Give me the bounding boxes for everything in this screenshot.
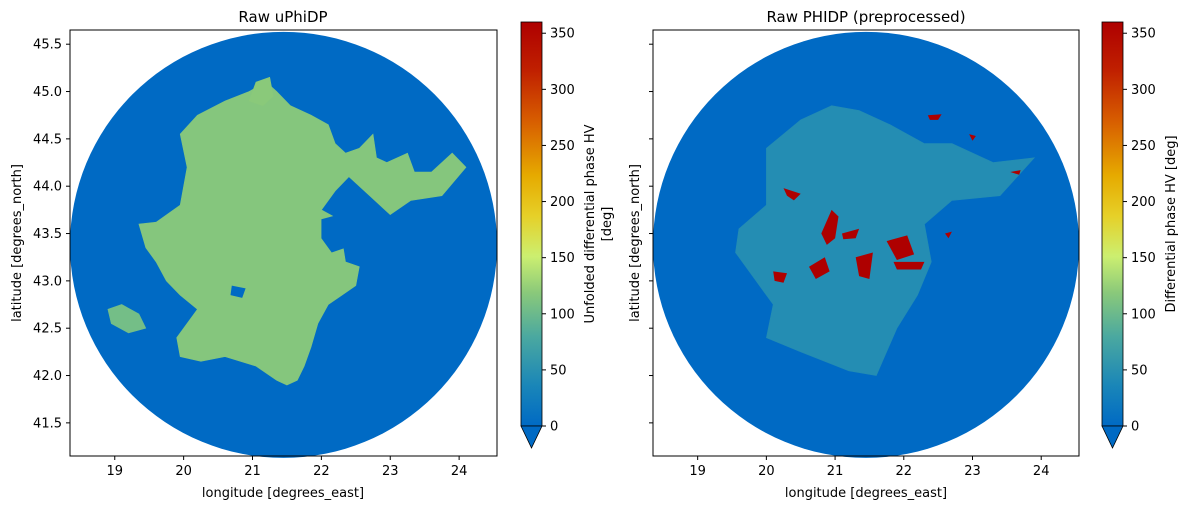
hot-spot bbox=[969, 134, 976, 141]
x-tick-label: 21 bbox=[827, 464, 844, 479]
colorbar-label: Differential phase HV [deg] bbox=[1164, 135, 1179, 312]
plot-frame bbox=[69, 29, 498, 457]
x-tick-label: 22 bbox=[313, 464, 330, 479]
colorbar-tick-label: 0 bbox=[550, 420, 558, 435]
hot-spot bbox=[1010, 170, 1021, 175]
colorbar-gradient bbox=[520, 21, 543, 427]
hot-spot bbox=[945, 231, 952, 239]
colorbar-ticks: 0 50 100 150 200 250 300 350 bbox=[1123, 27, 1156, 435]
hot-spot bbox=[886, 235, 915, 260]
x-axis-label: longitude [degrees_east] bbox=[785, 486, 947, 501]
echo-region-west-fragment bbox=[107, 304, 147, 334]
colorbar-tick-label: 100 bbox=[550, 307, 575, 322]
y-axis bbox=[649, 43, 653, 424]
y-tick-label: 42.0 bbox=[33, 369, 62, 384]
colorbar-label-line2: [deg] bbox=[600, 207, 615, 242]
colorbar-tick-label: 350 bbox=[1131, 27, 1156, 42]
y-tick-label: 43.0 bbox=[33, 274, 62, 289]
plot-frame bbox=[652, 29, 1080, 457]
colorbar-tick-label: 100 bbox=[1131, 307, 1156, 322]
colorbar-tick-label: 350 bbox=[550, 27, 575, 42]
x-tick-label: 23 bbox=[964, 464, 981, 479]
colorbar-gradient bbox=[1101, 21, 1124, 427]
colorbar-ticks: 0 50 100 150 200 250 300 350 bbox=[542, 27, 575, 435]
echo-gap bbox=[230, 285, 246, 298]
y-tick-label: 41.5 bbox=[33, 416, 62, 431]
colorbar-tick-label: 50 bbox=[550, 363, 567, 378]
hot-spot bbox=[855, 252, 873, 279]
hot-spot bbox=[773, 271, 787, 283]
y-axis-label: latitude [degrees_north] bbox=[628, 164, 643, 322]
x-tick-label: 23 bbox=[382, 464, 399, 479]
echo-region-main-echo bbox=[138, 81, 467, 386]
panel-right: Raw PHIDP (preprocessed) 19 20 21 22 23 24 lo… bbox=[628, 8, 1179, 501]
chart-title: Raw PHIDP (preprocessed) bbox=[766, 8, 965, 26]
colorbar: 0 50 100 150 200 250 300 350 Unfolded different… bbox=[520, 21, 615, 449]
hot-spot bbox=[842, 228, 860, 240]
x-axis: 19 20 21 22 23 24 bbox=[106, 456, 467, 479]
hot-spot bbox=[809, 257, 830, 279]
x-tick-label: 19 bbox=[106, 464, 123, 479]
colorbar-tick-label: 0 bbox=[1131, 420, 1139, 435]
plot-area bbox=[653, 31, 1079, 458]
echo-region-north-plume bbox=[248, 76, 274, 107]
y-tick-label: 44.0 bbox=[33, 180, 62, 195]
colorbar-tick-label: 250 bbox=[550, 139, 575, 154]
chart-title: Raw uPhiDP bbox=[238, 8, 327, 26]
colorbar-tick-label: 250 bbox=[1131, 139, 1156, 154]
colorbar-extend-min bbox=[520, 425, 543, 449]
colorbar-tick-label: 300 bbox=[550, 83, 575, 98]
plot-area bbox=[70, 31, 497, 458]
y-tick-label: 45.0 bbox=[33, 85, 62, 100]
colorbar-tick-label: 200 bbox=[1131, 195, 1156, 210]
x-tick-label: 21 bbox=[244, 464, 261, 479]
colorbar: 0 50 100 150 200 250 300 350 Differential phase… bbox=[1101, 21, 1179, 449]
echo-region-faint-echo bbox=[735, 105, 1036, 376]
x-tick-label: 24 bbox=[1033, 464, 1050, 479]
colorbar-tick-label: 50 bbox=[1131, 363, 1148, 378]
colorbar-label-line1: Unfolded differential phase HV bbox=[583, 124, 598, 323]
y-axis-label: latitude [degrees_north] bbox=[10, 164, 25, 322]
x-axis: 19 20 21 22 23 24 bbox=[689, 456, 1049, 479]
colorbar-tick-label: 150 bbox=[1131, 251, 1156, 266]
y-tick-label: 42.5 bbox=[33, 322, 62, 337]
panel-left: Raw uPhiDP 19 20 21 22 23 24 41.5 42.0 42.5 43.0… bbox=[10, 8, 615, 501]
colorbar-extend-min bbox=[1101, 425, 1124, 449]
x-tick-label: 22 bbox=[896, 464, 913, 479]
x-tick-label: 19 bbox=[689, 464, 706, 479]
x-axis-label: longitude [degrees_east] bbox=[202, 486, 364, 501]
colorbar-tick-label: 200 bbox=[550, 195, 575, 210]
y-axis: 41.5 42.0 42.5 43.0 43.5 44.0 44.5 45.0 45.5 bbox=[33, 38, 70, 431]
y-tick-label: 44.5 bbox=[33, 132, 62, 147]
x-tick-label: 24 bbox=[451, 464, 468, 479]
x-tick-label: 20 bbox=[175, 464, 192, 479]
hot-spot bbox=[783, 188, 801, 201]
hot-spot bbox=[893, 261, 925, 270]
echo-gap bbox=[321, 214, 346, 253]
y-tick-label: 43.5 bbox=[33, 227, 62, 242]
hot-spot bbox=[927, 114, 942, 120]
colorbar-tick-label: 300 bbox=[1131, 83, 1156, 98]
colorbar-tick-label: 150 bbox=[550, 251, 575, 266]
y-tick-label: 45.5 bbox=[33, 38, 62, 53]
x-tick-label: 20 bbox=[758, 464, 775, 479]
hot-spot bbox=[821, 209, 839, 245]
